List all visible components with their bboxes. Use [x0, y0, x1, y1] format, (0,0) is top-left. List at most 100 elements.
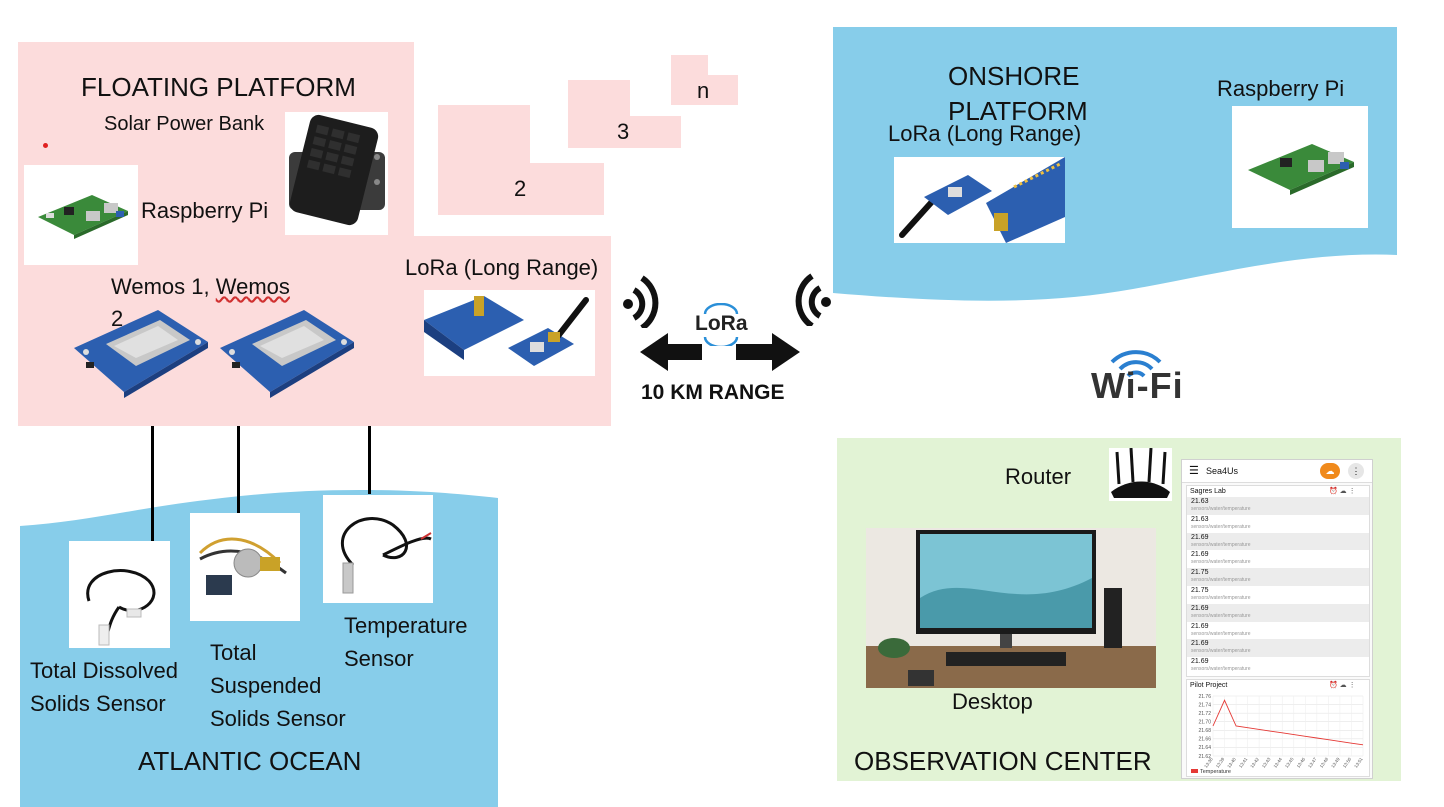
raspberry-pi-image-onshore — [1232, 106, 1368, 228]
reading-value: 21.63 — [1191, 498, 1209, 505]
desktop-image — [866, 528, 1156, 688]
solar-power-bank-image — [285, 112, 388, 235]
tss-sensor-image — [190, 513, 300, 621]
observation-center-title: OBSERVATION CENTER — [854, 746, 1152, 776]
wemos-label-part1: Wemos 1, — [111, 274, 216, 299]
x-tick-label: 13:49 — [1330, 756, 1341, 768]
panel-sagres-lab: Sagres Lab ⏰ ☁ ⋮ 21.63 sensors/water/temp… — [1186, 485, 1370, 677]
raspberry-pi-image — [24, 165, 138, 265]
reading-row: 21.75 sensors/water/temperature — [1187, 568, 1369, 586]
tss-label-line1: Total — [210, 640, 257, 665]
red-dot — [43, 143, 48, 148]
temp-label-line2: Sensor — [344, 646, 414, 671]
panel-pilot-project: Pilot Project ⏰ ☁ ⋮ 21.76 21.74 21.72 21.70… — [1186, 679, 1370, 777]
y-tick-label: 21.72 — [1198, 711, 1211, 717]
reading-topic: sensors/water/temperature — [1191, 541, 1251, 548]
panel-pilot-project-title: Pilot Project — [1190, 682, 1228, 689]
reading-value: 21.69 — [1191, 622, 1209, 630]
reading-topic: sensors/water/temperature — [1191, 612, 1251, 619]
reading-value: 21.69 — [1191, 551, 1209, 559]
dashboard-app-title: Sea4Us — [1206, 466, 1239, 476]
signal-waves-right-icon — [790, 266, 836, 326]
platform-stack-n-ext — [671, 75, 738, 105]
lora-module-image-onshore — [894, 157, 1065, 243]
double-arrow-icon — [640, 333, 800, 371]
platform-stack-label-n: n — [697, 78, 710, 103]
y-tick-label: 21.62 — [1198, 754, 1211, 760]
wifi-label: Wi-Fi — [1091, 365, 1184, 406]
y-tick-label: 21.66 — [1198, 737, 1211, 743]
lora-module-image-floating — [424, 290, 595, 376]
reading-value: 21.69 — [1191, 533, 1209, 541]
tds-label-line2: Solids Sensor — [30, 691, 166, 716]
legend-swatch — [1191, 769, 1198, 773]
reading-value: 21.69 — [1191, 604, 1209, 612]
floating-platform-title: FLOATING PLATFORM — [81, 72, 356, 102]
wemos-label: Wemos 1, Wemos — [111, 274, 290, 300]
dashboard-screenshot: ☰ Sea4Us ☁ ⋮ Sagres Lab ⏰ ☁ ⋮ 21.63 senso… — [1181, 459, 1373, 779]
cloud-icon[interactable]: ☁ — [1320, 463, 1340, 479]
reading-row: 21.69 sensors/water/temperature — [1187, 657, 1369, 675]
x-tick-label: 13:51 — [1353, 756, 1364, 768]
wemos-label-line2: 2 — [111, 306, 124, 331]
reading-topic: sensors/water/temperature — [1191, 648, 1251, 655]
platform-stack-label-3: 3 — [617, 119, 630, 144]
reading-topic: sensors/water/temperature — [1191, 630, 1251, 637]
more-vertical-icon[interactable]: ⋮ — [1348, 463, 1364, 479]
raspberry-pi-label-floating: Raspberry Pi — [141, 198, 269, 223]
wemos-board-2 — [212, 300, 362, 402]
x-tick-label: 13:38 — [1203, 756, 1214, 768]
menu-icon[interactable]: ☰ — [1189, 465, 1199, 477]
reading-value: 21.75 — [1191, 586, 1209, 594]
wemos-label-part2: Wemos — [215, 274, 290, 299]
router-image — [1109, 448, 1172, 501]
x-tick-label: 13:41 — [1238, 756, 1249, 768]
platform-stack-label-2: 2 — [514, 176, 527, 201]
panel-sagres-lab-actions-icon[interactable]: ⏰ ☁ ⋮ — [1329, 488, 1356, 495]
wire-temp — [368, 426, 371, 494]
panel-pilot-project-actions-icon[interactable]: ⏰ ☁ ⋮ — [1329, 682, 1356, 689]
panel-sagres-lab-title: Sagres Lab — [1190, 488, 1226, 495]
desktop-label: Desktop — [952, 689, 1033, 714]
platform-stack-3-ext — [568, 116, 681, 148]
lora-logo-arc-bottom-icon — [703, 336, 739, 346]
tds-sensor-image — [69, 541, 170, 648]
platform-stack-2-ext — [438, 163, 604, 215]
y-tick-label: 21.74 — [1198, 702, 1211, 708]
wemos-board-1 — [66, 300, 216, 402]
y-tick-label: 21.64 — [1198, 745, 1211, 751]
onshore-title-line2: PLATFORM — [948, 96, 1088, 126]
x-tick-label: 13:45 — [1284, 756, 1295, 768]
router-label: Router — [1005, 464, 1072, 489]
reading-row: 21.69 sensors/water/temperature — [1187, 621, 1369, 640]
reading-row: 21.75 sensors/water/temperature — [1187, 585, 1369, 604]
lora-label-floating: LoRa (Long Range) — [405, 255, 599, 280]
reading-value: 21.69 — [1191, 640, 1209, 648]
temperature-sensor-image — [323, 495, 433, 603]
reading-topic: sensors/water/temperature — [1191, 523, 1251, 530]
reading-value: 21.63 — [1191, 515, 1209, 523]
legend-label: Temperature — [1200, 769, 1231, 775]
x-tick-label: 13:48 — [1319, 756, 1330, 768]
reading-row: 21.63 sensors/water/temperature — [1187, 514, 1369, 533]
reading-topic: sensors/water/temperature — [1191, 506, 1251, 512]
tds-label-line1: Total Dissolved — [30, 658, 178, 683]
reading-value: 21.75 — [1191, 569, 1209, 577]
x-tick-label: 13:42 — [1249, 756, 1260, 768]
lora-logo: LoRa — [695, 312, 748, 335]
lora-label-onshore: LoRa (Long Range) — [888, 121, 1082, 146]
x-tick-label: 13:50 — [1342, 756, 1353, 768]
temp-label-line1: Temperature — [344, 613, 468, 638]
lora-logo-arc-icon — [703, 303, 739, 315]
lora-range-label: 10 KM RANGE — [641, 381, 785, 404]
reading-row: 21.69 sensors/water/temperature — [1187, 603, 1369, 622]
x-tick-label: 13:39 — [1215, 756, 1226, 768]
reading-topic: sensors/water/temperature — [1191, 577, 1251, 584]
readings-list: 21.63 sensors/water/temperature 21.63 senso… — [1187, 497, 1369, 675]
reading-value: 21.69 — [1191, 658, 1209, 666]
dashboard-header: ☰ Sea4Us ☁ ⋮ — [1182, 460, 1372, 483]
x-tick-label: 13:43 — [1261, 756, 1272, 768]
wire-tss — [237, 426, 240, 516]
solar-power-bank-label: Solar Power Bank — [104, 113, 265, 135]
reading-row: 21.63 sensors/water/temperature — [1187, 497, 1369, 515]
